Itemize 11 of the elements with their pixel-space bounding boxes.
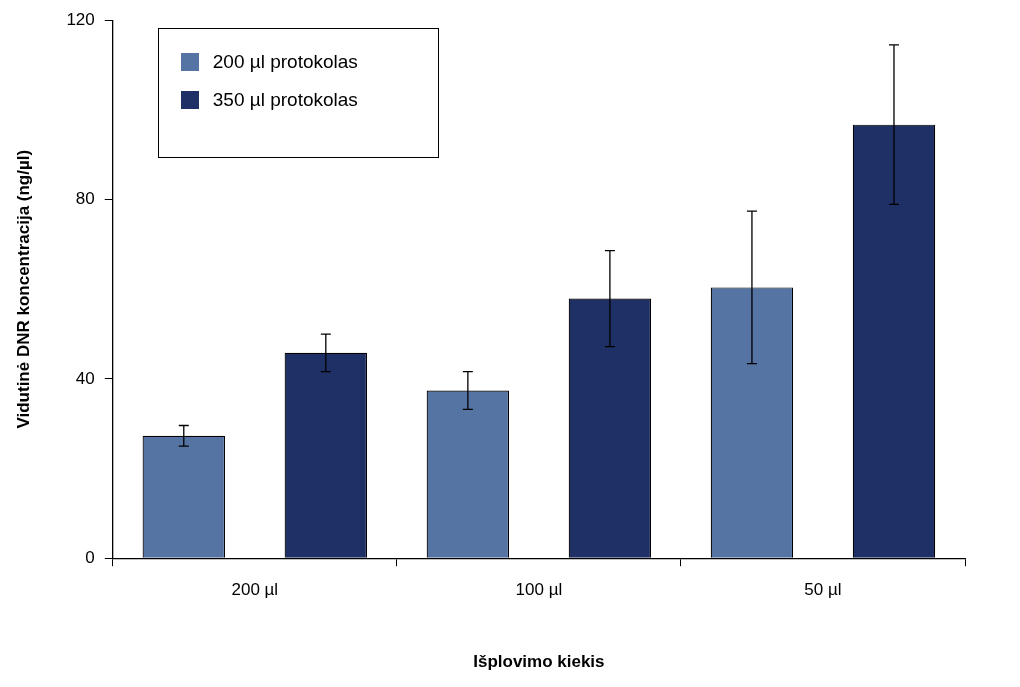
x-tick-label: 50 µl [804,580,842,600]
y-tick-label: 0 [85,547,95,567]
x-tick-label: 200 µl [231,580,279,600]
x-axis-title: Išplovimo kiekis [473,652,605,672]
legend-label: 350 µl protokolas [212,89,358,112]
y-tick-label: 80 [75,189,95,209]
legend-label: 200 µl protokolas [212,51,358,74]
y-tick-label: 40 [75,368,95,388]
y-tick-label: 120 [66,9,95,29]
x-tick-label: 100 µl [515,580,563,600]
y-axis-title: Vidutinė DNR koncentracija (ng/µl) [13,149,33,429]
